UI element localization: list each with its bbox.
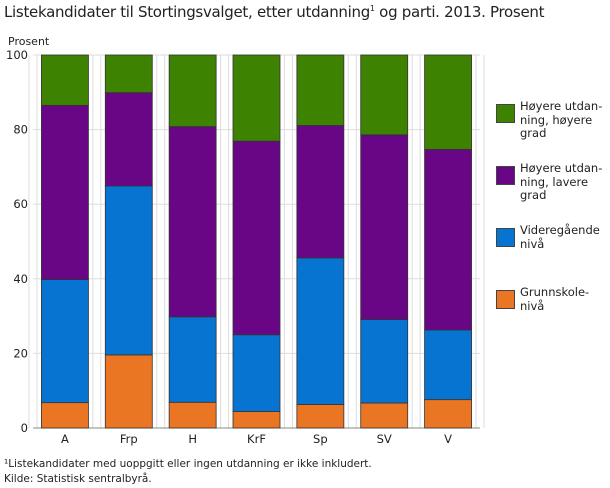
bar-segment-V-1 — [424, 329, 472, 401]
y-axis-label: Prosent — [8, 35, 50, 48]
bar-segment-Sp-2 — [296, 125, 345, 259]
y-tick-label: 60 — [13, 197, 28, 211]
y-tick-label: 40 — [13, 272, 28, 286]
bar-segment-Frp-1 — [104, 185, 153, 356]
legend-item: Videregående nivå — [496, 223, 608, 286]
bar-segment-SV-3 — [360, 54, 409, 136]
y-tick-label: 80 — [13, 123, 28, 137]
bar-segment-Frp-0 — [104, 354, 153, 429]
bar-segment-KrF-0 — [232, 411, 281, 429]
footnote: ¹Listekandidater med uoppgitt eller inge… — [4, 458, 372, 470]
chart-title: Listekandidater til Stortingsvalget, ett… — [4, 3, 545, 21]
x-tick-label: KrF — [247, 432, 266, 446]
y-tick-label: 20 — [13, 346, 28, 360]
legend-label: Høyere utdan-ning, høyere grad — [520, 99, 603, 140]
legend-swatch — [496, 104, 515, 123]
legend-swatch — [496, 166, 515, 185]
bar-segment-H-2 — [168, 126, 217, 318]
bar-segment-SV-1 — [360, 319, 409, 404]
bar-segment-H-1 — [168, 316, 217, 403]
legend-swatch — [496, 228, 515, 247]
bar-segment-KrF-1 — [232, 334, 281, 412]
x-tick-label: V — [444, 432, 452, 446]
bar-segment-Sp-0 — [296, 404, 345, 429]
legend: Høyere utdan-ning, høyere grad Høyere utda… — [496, 99, 608, 348]
bar-segment-Frp-2 — [104, 92, 153, 187]
x-tick-label: A — [61, 432, 69, 446]
bar-segment-V-2 — [424, 148, 472, 331]
bar-segment-KrF-2 — [232, 140, 281, 336]
bar-segment-A-1 — [41, 279, 89, 404]
legend-swatch — [496, 290, 515, 309]
bar-segment-V-3 — [424, 54, 472, 150]
legend-item: Høyere utdan-ning, lavere grad — [496, 161, 608, 224]
legend-item: Grunnskole-nivå — [496, 285, 608, 348]
bar-segment-H-0 — [168, 401, 217, 429]
legend-item: Høyere utdan-ning, høyere grad — [496, 99, 608, 162]
x-tick-label: Frp — [120, 432, 138, 446]
legend-label: Høyere utdan-ning, lavere grad — [520, 161, 603, 202]
bar-segment-H-3 — [168, 54, 217, 128]
bar-segment-SV-0 — [360, 402, 409, 429]
bar-segment-SV-2 — [360, 134, 409, 320]
bar-segment-A-0 — [41, 402, 89, 429]
bar-segment-Sp-3 — [296, 54, 345, 126]
y-tick-label: 0 — [21, 421, 28, 435]
bar-segment-A-3 — [41, 54, 89, 106]
bar-segment-KrF-3 — [232, 54, 281, 142]
x-tick-label: H — [188, 432, 197, 446]
bar-segment-V-0 — [424, 399, 472, 429]
bar-segment-Sp-1 — [296, 257, 345, 405]
source: Kilde: Statistisk sentralbyrå. — [4, 473, 152, 485]
y-tick-label: 100 — [6, 48, 28, 62]
bar-segment-Frp-3 — [104, 54, 153, 94]
legend-label: Videregående nivå — [520, 223, 600, 251]
x-tick-label: SV — [377, 432, 392, 446]
legend-label: Grunnskole-nivå — [520, 285, 590, 313]
bar-segment-A-2 — [41, 104, 89, 280]
x-tick-label: Sp — [313, 432, 328, 446]
